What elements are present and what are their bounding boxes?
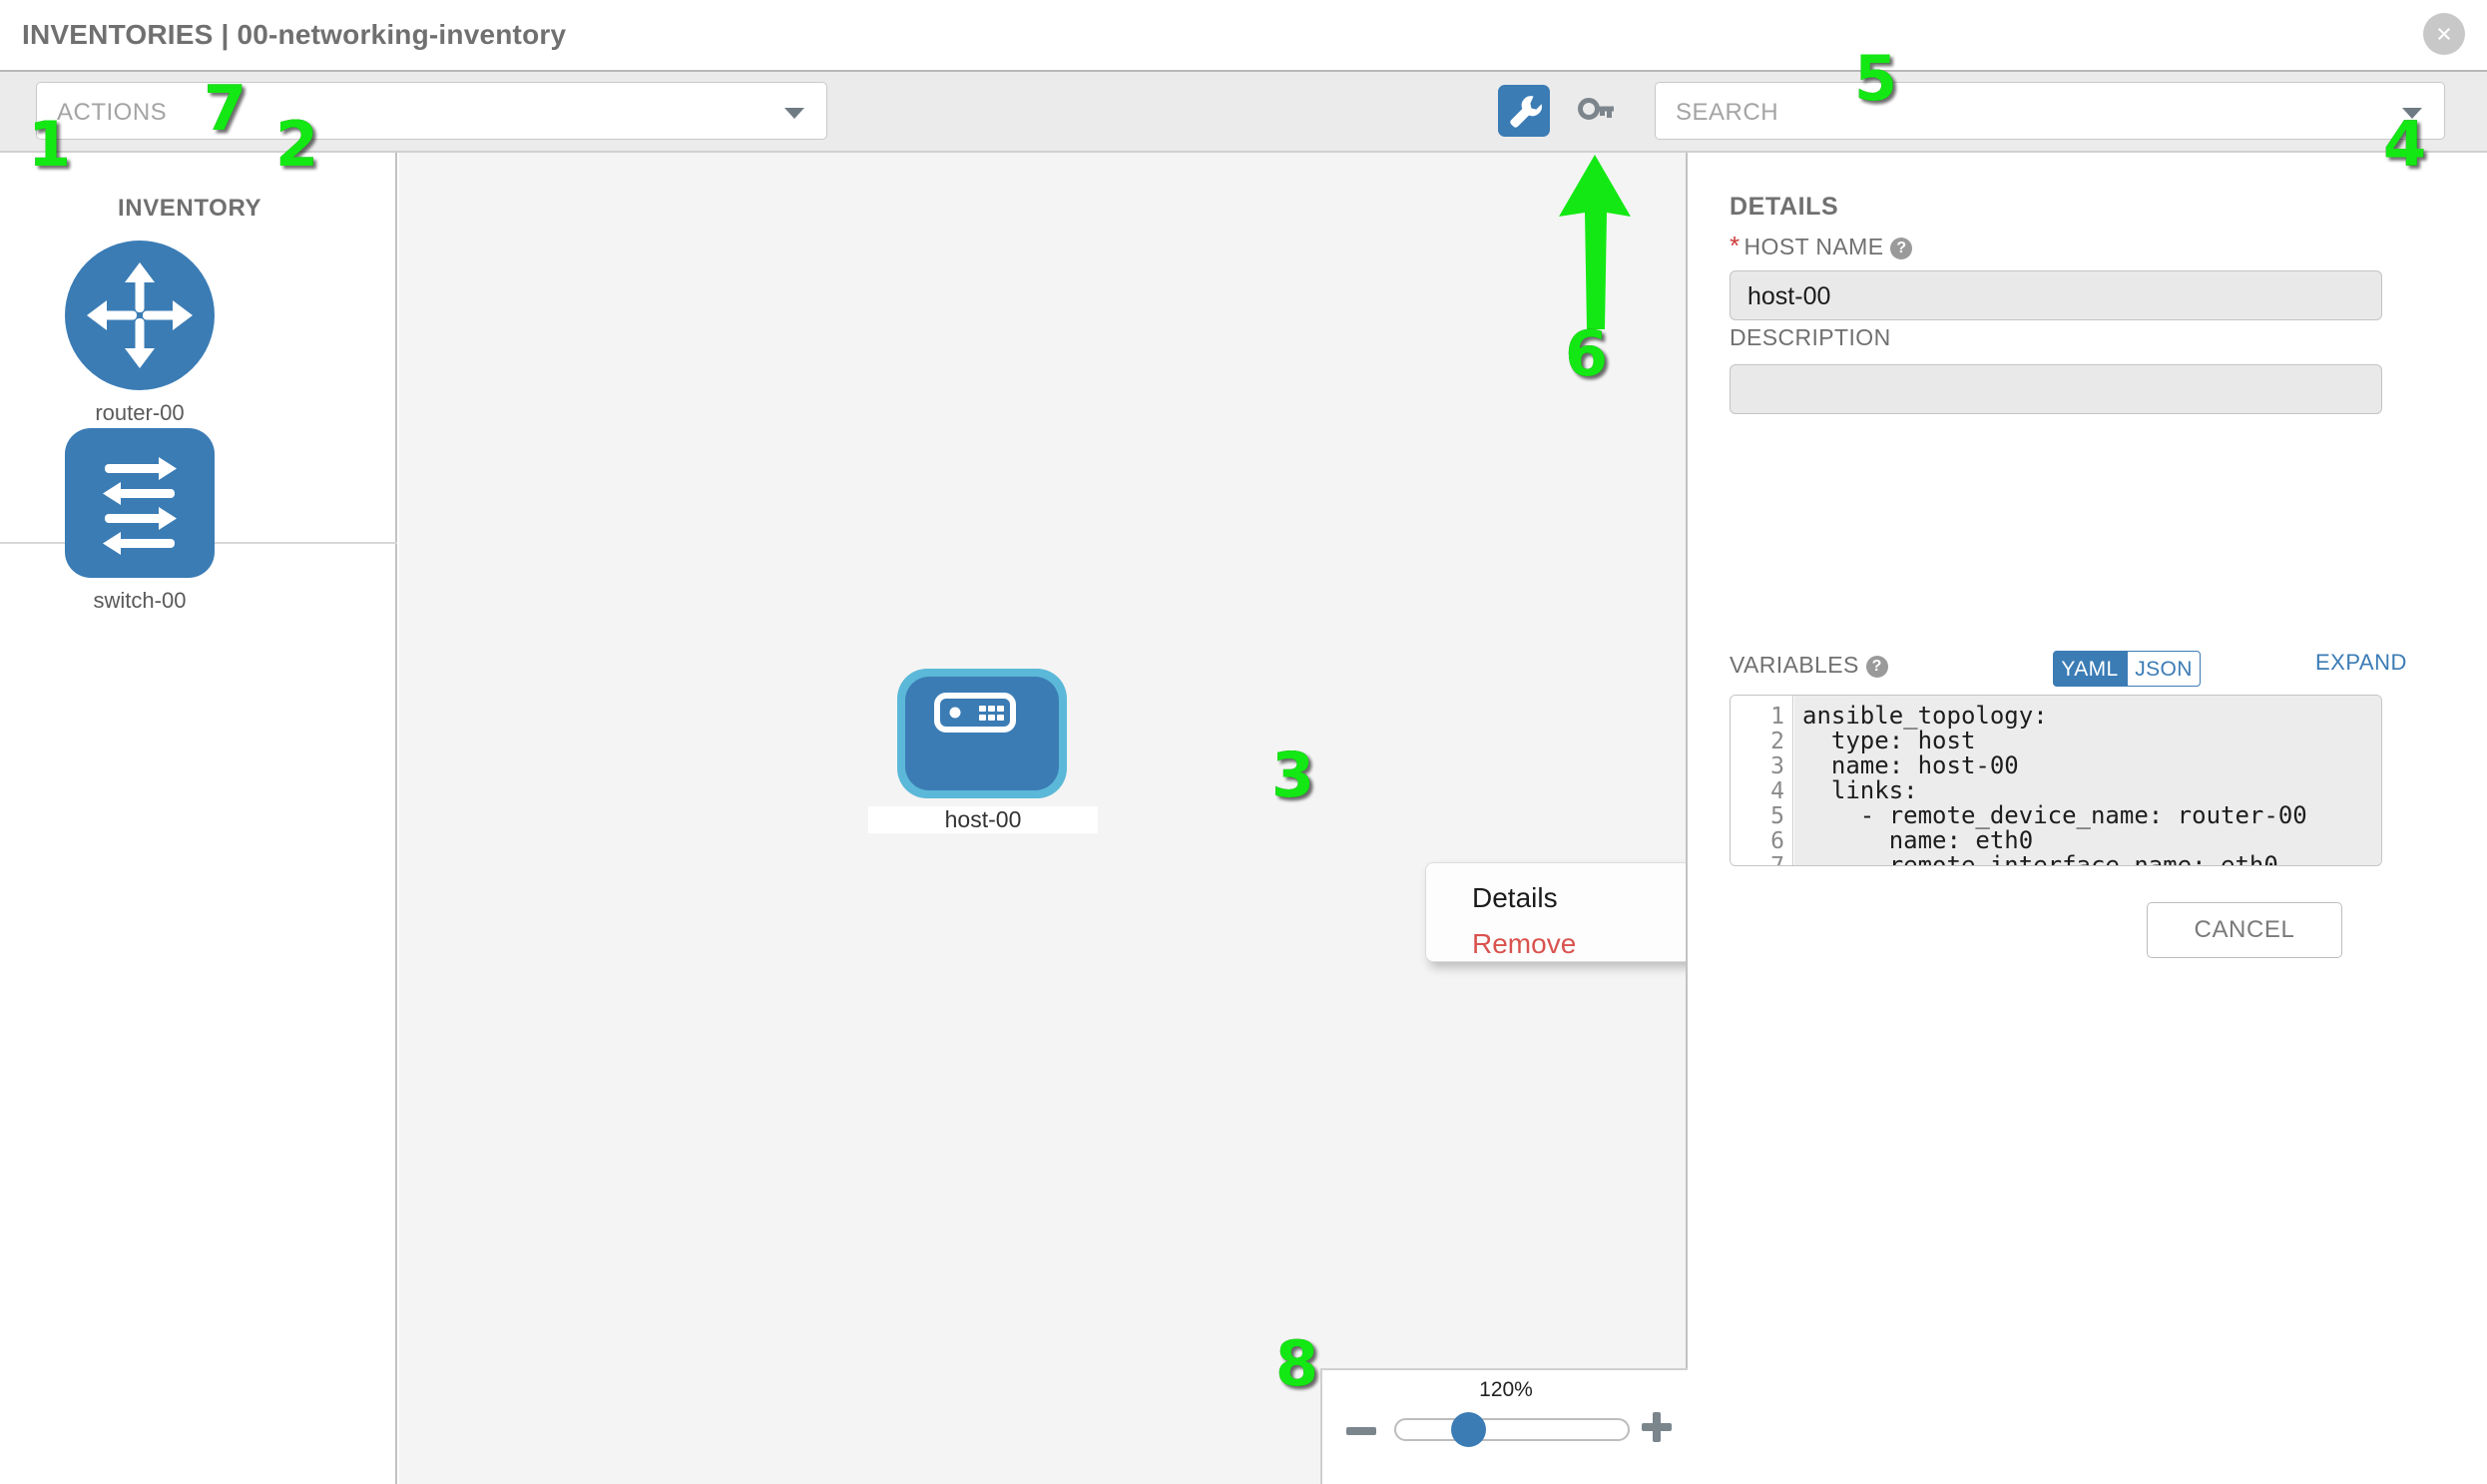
format-toggle-json[interactable]: JSON [2127,651,2201,687]
inventory-item-router-00[interactable]: router-00 [40,241,240,426]
zoom-in-button[interactable] [1642,1412,1672,1442]
variables-label-text: VARIABLES [1730,652,1859,678]
page-title: INVENTORIES | 00-networking-inventory [22,19,567,50]
required-marker: * [1730,231,1741,260]
host-name-label-text: HOST NAME [1743,234,1884,259]
window-title-bar: INVENTORIES | 00-networking-inventory [0,0,2487,70]
router-icon [65,241,215,390]
search-chevron-down-icon[interactable] [2402,108,2422,119]
canvas-node-host-00[interactable] [897,669,1067,798]
code-line: links: [1802,776,1918,804]
code-line-number: 3 [1770,753,1784,779]
search-placeholder: SEARCH [1676,99,1779,126]
variables-label: VARIABLES? [1730,652,1888,679]
zoom-percent-label: 120% [1479,1378,1533,1401]
host-name-label: * HOST NAME? [1730,231,1913,261]
description-label: DESCRIPTION [1730,324,1891,350]
node-context-menu: Details Remove [1425,862,1686,962]
code-line: - remote_device_name: router-00 [1802,801,2307,829]
close-icon[interactable] [2423,13,2465,55]
host-name-field[interactable]: host-00 [1730,270,2382,320]
zoom-slider-thumb[interactable] [1451,1412,1486,1447]
server-icon [934,693,1016,738]
code-line: name: eth0 [1802,826,2034,854]
code-line: ansible_topology: [1802,702,2048,730]
zoom-slider-track[interactable] [1394,1418,1630,1441]
code-line: remote_interface_name: eth0 [1802,851,2278,866]
search-input[interactable]: SEARCH [1655,82,2445,140]
inventory-panel-title: INVENTORY [118,195,262,222]
context-menu-item-remove[interactable]: Remove [1472,928,1577,959]
key-tool-button[interactable] [1570,85,1622,137]
code-line-number: 2 [1770,729,1784,754]
details-panel-title: DETAILS [1730,193,1839,221]
chevron-down-icon [784,108,804,119]
inventory-item-switch-00[interactable]: switch-00 [40,428,240,614]
code-line-number: 6 [1770,828,1784,854]
cancel-button[interactable]: CANCEL [2147,902,2342,958]
host-name-value: host-00 [1747,282,1831,310]
zoom-control-panel: 120% [1320,1368,1688,1484]
code-text-area[interactable]: ansible_topology: type: host name: host-… [1794,696,2381,866]
canvas-node-label: host-00 [868,806,1098,833]
code-line-number: 4 [1770,778,1784,804]
context-menu-item-details[interactable]: Details [1472,882,1558,913]
actions-dropdown[interactable]: ACTIONS [36,82,827,140]
help-icon[interactable]: ? [1890,237,1913,259]
inventory-item-label: router-00 [95,400,185,425]
format-toggle-yaml[interactable]: YAML [2053,651,2127,687]
code-line: type: host [1802,727,1976,754]
inventory-item-label: switch-00 [93,588,187,613]
topology-canvas[interactable]: host-00 Details Remove [399,153,1688,1484]
variables-code-editor[interactable]: 1 2 3 4 5 6 7 ansible_topology: type: ho… [1730,695,2382,866]
code-line-number: 7 [1770,853,1784,866]
expand-variables-link[interactable]: EXPAND [2315,650,2407,675]
code-gutter: 1 2 3 4 5 6 7 [1731,696,1793,866]
zoom-out-button[interactable] [1346,1427,1376,1435]
wrench-tool-button[interactable] [1498,85,1550,137]
inventory-panel: INVENTORY router-00 [0,153,397,1484]
actions-dropdown-label: ACTIONS [57,99,168,126]
help-icon[interactable]: ? [1865,655,1888,678]
code-line-number: 5 [1770,803,1784,829]
details-panel: DETAILS * HOST NAME? host-00 DESCRIPTION … [1690,153,2487,1484]
code-line: name: host-00 [1802,751,2019,779]
code-line-number: 1 [1770,704,1784,730]
description-field[interactable] [1730,364,2382,414]
switch-icon [65,428,215,578]
